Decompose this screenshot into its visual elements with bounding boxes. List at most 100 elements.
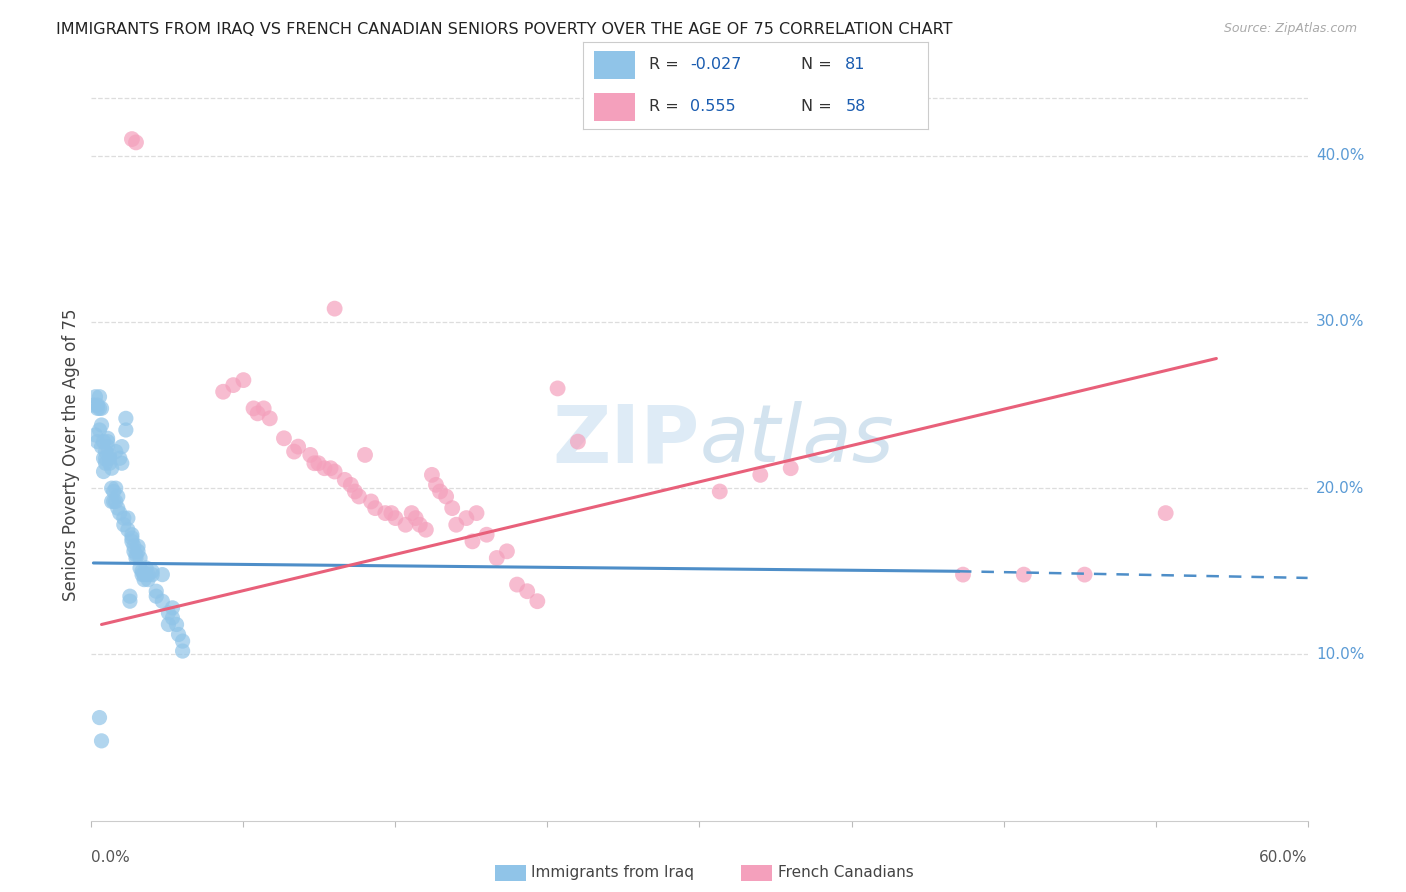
Point [212, 384, 235, 399]
Point [90, 401, 112, 416]
Point [360, 494, 382, 508]
Point [319, 461, 342, 475]
Point [125, 136, 148, 150]
Point [89, 710, 111, 724]
Point [461, 534, 484, 549]
Point [475, 527, 498, 541]
Point [516, 584, 538, 599]
Point [323, 465, 346, 479]
Text: Source: ZipAtlas.com: Source: ZipAtlas.com [1223, 22, 1357, 36]
Point [145, 589, 167, 603]
Point [456, 511, 478, 525]
Point [104, 494, 127, 508]
Point [132, 567, 155, 582]
Point [117, 511, 139, 525]
Point [172, 644, 194, 658]
Text: -0.027: -0.027 [690, 57, 741, 72]
Point [434, 490, 457, 504]
Text: 58: 58 [845, 99, 866, 114]
Point [94, 456, 117, 470]
Point [952, 567, 974, 582]
Point [347, 490, 370, 504]
Point [104, 481, 127, 495]
Point [90, 734, 112, 748]
Text: ZIP: ZIP [553, 401, 699, 479]
Point [100, 481, 122, 495]
Point [115, 423, 138, 437]
Point [107, 501, 129, 516]
Text: 20.0%: 20.0% [1316, 481, 1364, 496]
Point [415, 523, 437, 537]
Point [129, 561, 152, 575]
Point [172, 634, 194, 648]
Point [384, 511, 406, 525]
Point [98, 448, 121, 462]
Point [374, 506, 396, 520]
Point [121, 534, 143, 549]
Point [121, 132, 143, 146]
Point [104, 444, 127, 458]
Point [97, 434, 120, 449]
Point [343, 484, 366, 499]
Point [354, 448, 377, 462]
Point [108, 451, 131, 466]
Point [135, 567, 157, 582]
Point [465, 506, 488, 520]
Text: 10.0%: 10.0% [1316, 647, 1364, 662]
Point [89, 390, 111, 404]
Point [299, 448, 322, 462]
Text: 81: 81 [845, 57, 866, 72]
Point [122, 539, 145, 553]
Point [1154, 506, 1177, 520]
Point [145, 584, 167, 599]
Point [141, 564, 163, 578]
Point [131, 564, 153, 578]
Point [111, 456, 134, 470]
Point [115, 411, 138, 425]
Point [132, 573, 155, 587]
Point [1012, 567, 1035, 582]
Point [709, 484, 731, 499]
Point [496, 544, 519, 558]
Point [150, 594, 173, 608]
Point [253, 401, 276, 416]
Point [129, 551, 152, 566]
Point [112, 511, 135, 525]
Point [125, 551, 148, 566]
Point [86, 434, 108, 449]
Point [429, 484, 451, 499]
Text: 0.555: 0.555 [690, 99, 735, 114]
Point [90, 440, 112, 454]
Point [97, 431, 120, 445]
Point [259, 411, 281, 425]
Point [273, 431, 295, 445]
Point [122, 544, 145, 558]
Point [141, 567, 163, 582]
Point [1073, 567, 1095, 582]
Point [380, 506, 402, 520]
Point [136, 567, 159, 582]
Text: 0.0%: 0.0% [91, 850, 131, 865]
FancyBboxPatch shape [593, 51, 636, 78]
Point [93, 465, 115, 479]
Point [94, 444, 117, 458]
Point [314, 461, 336, 475]
Point [127, 544, 149, 558]
Point [89, 423, 111, 437]
Point [425, 478, 447, 492]
Point [166, 617, 188, 632]
Point [107, 490, 129, 504]
Point [485, 551, 508, 566]
Point [108, 506, 131, 520]
Point [100, 461, 122, 475]
Point [232, 373, 254, 387]
Point [420, 467, 443, 482]
Point [121, 531, 143, 545]
Point [125, 548, 148, 562]
Point [444, 517, 467, 532]
Point [749, 467, 772, 482]
Point [98, 456, 121, 470]
Point [779, 461, 801, 475]
Point [401, 506, 423, 520]
Point [242, 401, 264, 416]
